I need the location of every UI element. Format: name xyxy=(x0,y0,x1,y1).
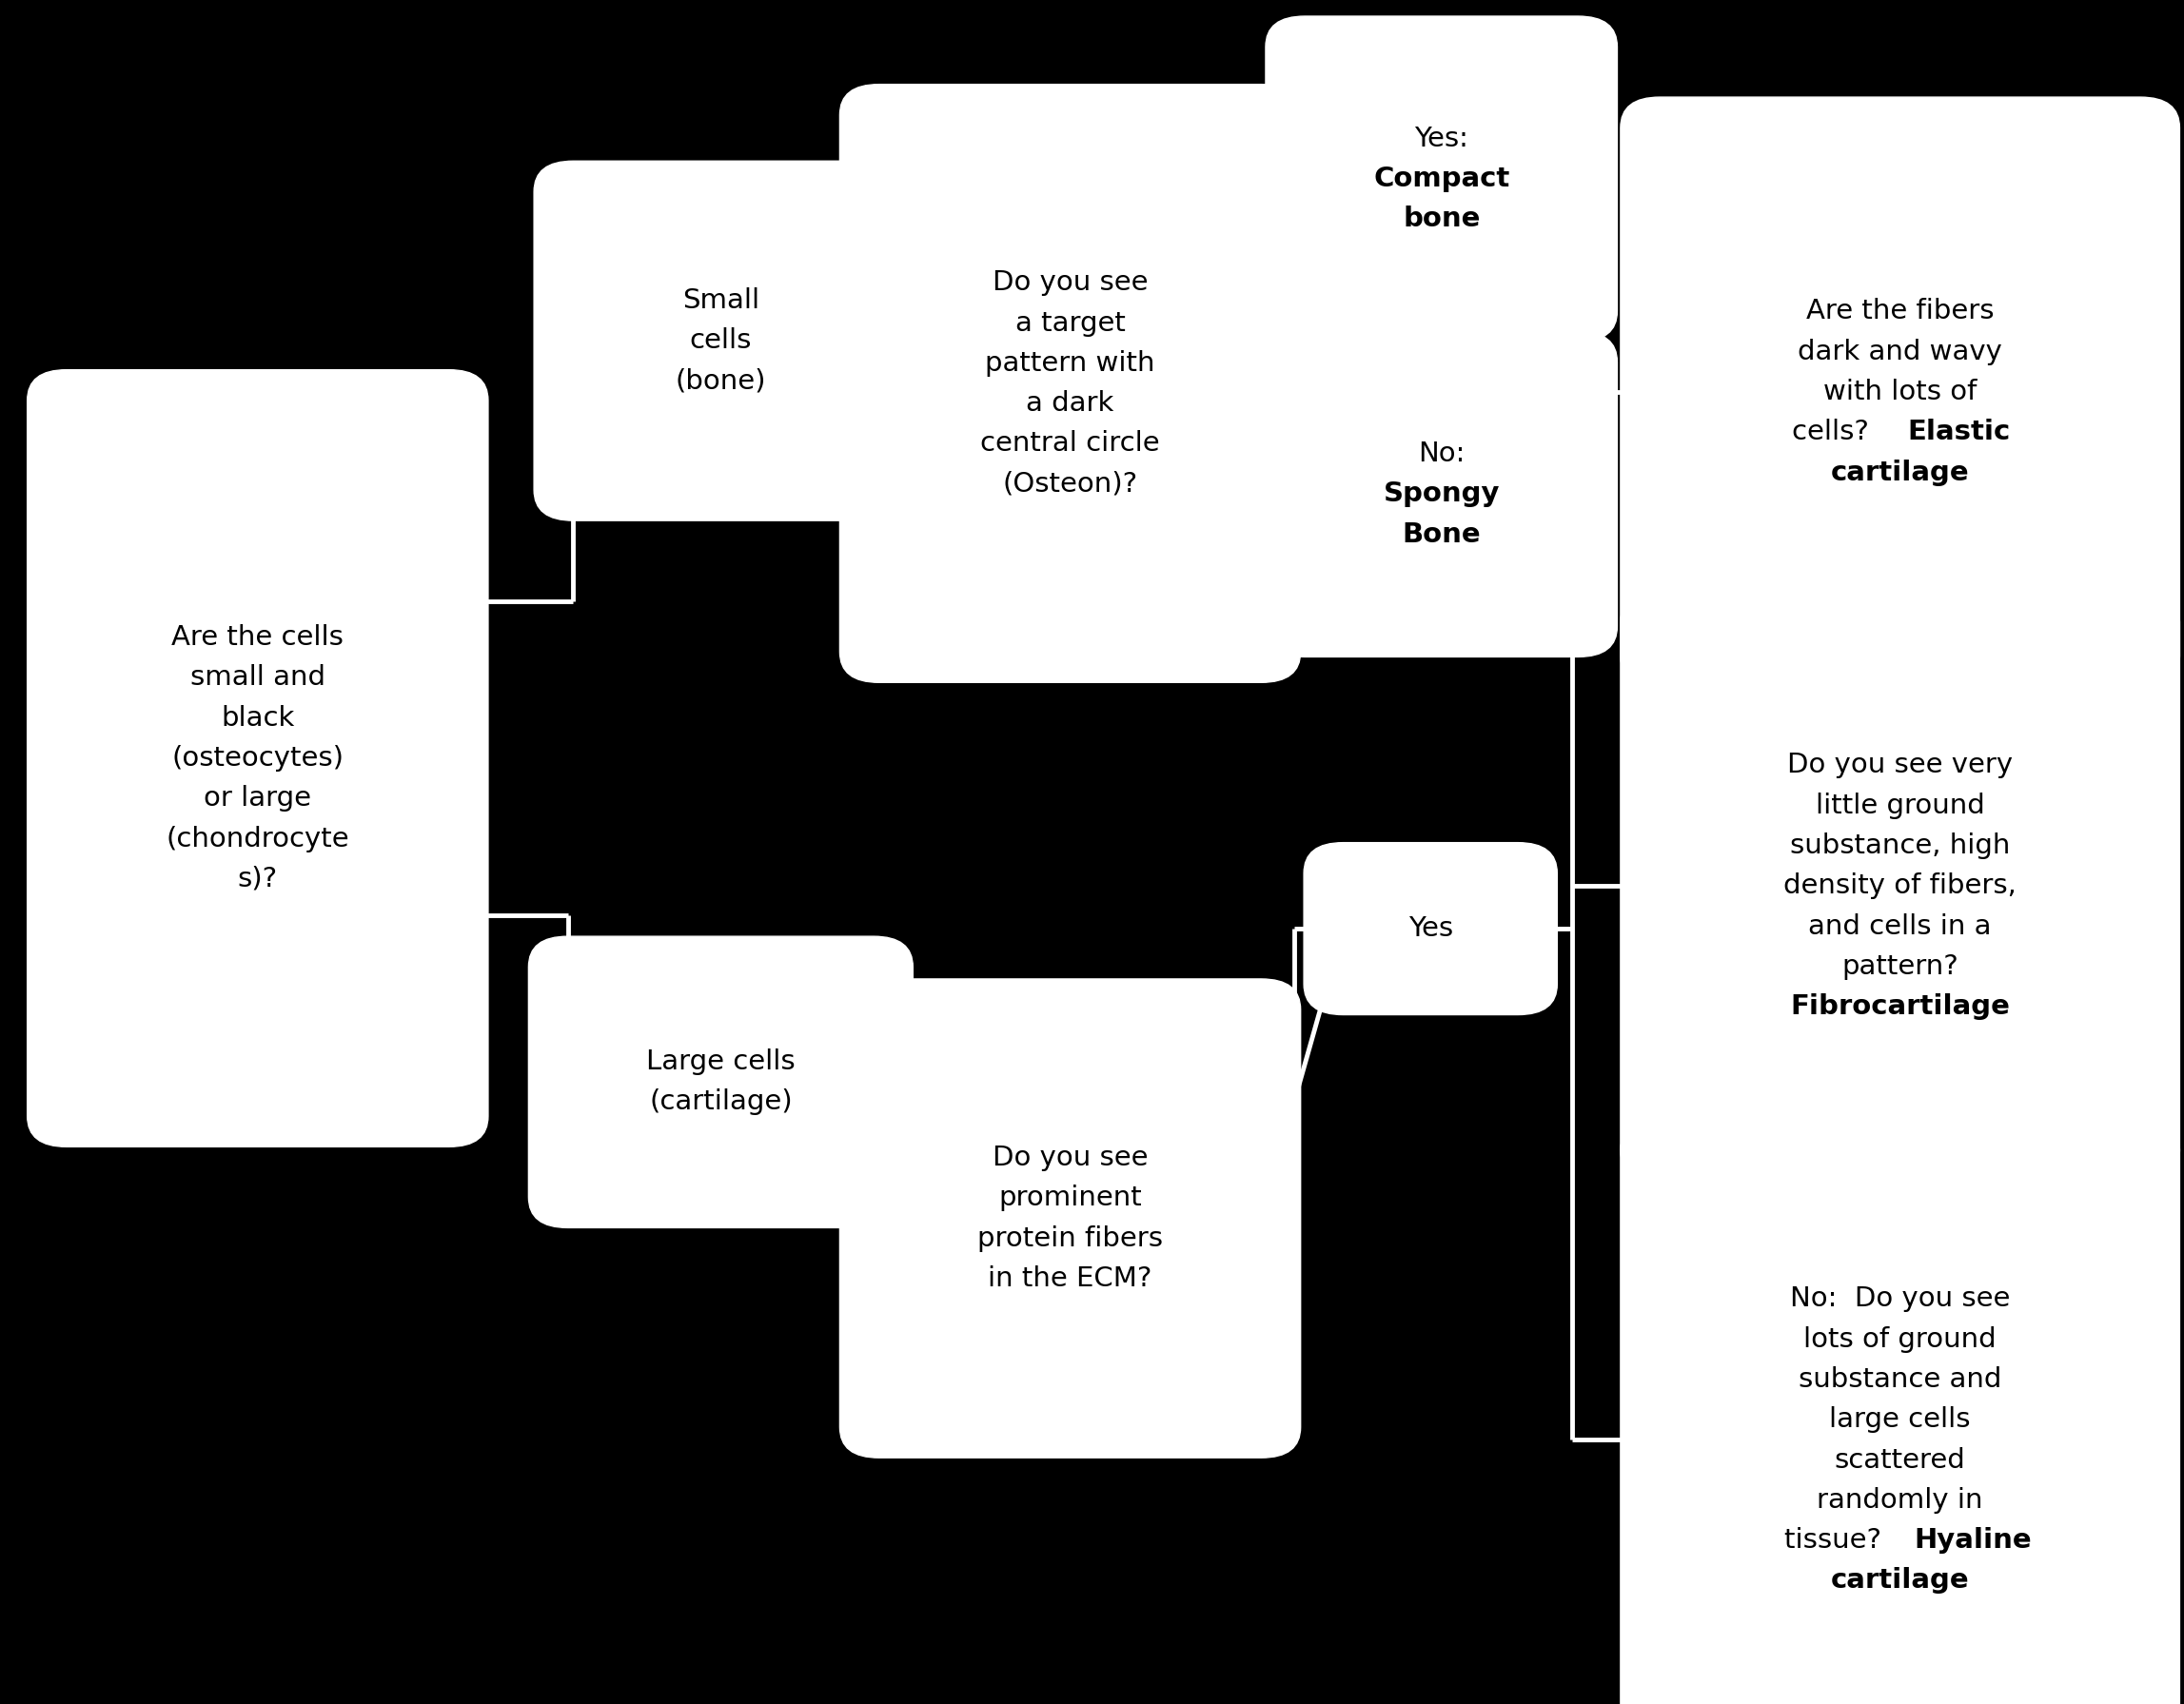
FancyBboxPatch shape xyxy=(839,83,1299,682)
Text: dark and wavy: dark and wavy xyxy=(1797,339,2003,365)
Text: Are the cells: Are the cells xyxy=(173,624,343,651)
Text: cells?: cells? xyxy=(1791,419,1887,445)
FancyBboxPatch shape xyxy=(535,162,909,521)
Text: tissue?: tissue? xyxy=(1784,1527,1900,1554)
Text: Yes: Yes xyxy=(1409,915,1452,942)
Text: bone: bone xyxy=(1402,206,1481,232)
Text: density of fibers,: density of fibers, xyxy=(1784,872,2016,900)
FancyBboxPatch shape xyxy=(1267,17,1616,341)
FancyBboxPatch shape xyxy=(1621,1120,2180,1704)
Text: pattern?: pattern? xyxy=(1841,953,1959,980)
Text: randomly in: randomly in xyxy=(1817,1488,1983,1513)
Text: small and: small and xyxy=(190,665,325,692)
Text: (chondrocyte: (chondrocyte xyxy=(166,825,349,852)
Text: No:: No: xyxy=(1417,441,1465,467)
Text: Yes:: Yes: xyxy=(1415,126,1468,152)
Text: (osteocytes): (osteocytes) xyxy=(173,745,343,772)
Text: Do you see very: Do you see very xyxy=(1787,751,2014,779)
Text: Are the fibers: Are the fibers xyxy=(1806,298,1994,325)
Text: Spongy: Spongy xyxy=(1382,481,1500,508)
Text: scattered: scattered xyxy=(1835,1447,1966,1474)
Text: and cells in a: and cells in a xyxy=(1808,913,1992,939)
FancyBboxPatch shape xyxy=(1621,591,2180,1181)
FancyBboxPatch shape xyxy=(26,370,489,1147)
Text: Hyaline: Hyaline xyxy=(1915,1527,2031,1554)
Text: Compact: Compact xyxy=(1374,165,1509,193)
Text: black: black xyxy=(221,705,295,731)
FancyBboxPatch shape xyxy=(1267,332,1616,658)
Text: cartilage: cartilage xyxy=(1830,458,1970,486)
Text: No:  Do you see: No: Do you see xyxy=(1791,1287,2009,1312)
Text: Do you see: Do you see xyxy=(992,269,1149,296)
FancyBboxPatch shape xyxy=(1304,843,1557,1016)
Text: with lots of: with lots of xyxy=(1824,378,1977,406)
Text: a target: a target xyxy=(1016,310,1125,336)
Text: (bone): (bone) xyxy=(675,368,767,394)
Text: Large cells: Large cells xyxy=(646,1048,795,1075)
Text: cells: cells xyxy=(690,327,751,354)
Text: pattern with: pattern with xyxy=(985,349,1155,377)
Text: large cells: large cells xyxy=(1830,1406,1970,1433)
Text: substance, high: substance, high xyxy=(1791,833,2009,859)
Text: Elastic: Elastic xyxy=(1907,419,2009,445)
Text: Do you see: Do you see xyxy=(992,1145,1149,1171)
Text: Small: Small xyxy=(681,288,760,314)
Text: (cartilage): (cartilage) xyxy=(649,1089,793,1116)
Text: protein fibers: protein fibers xyxy=(978,1225,1162,1252)
FancyBboxPatch shape xyxy=(839,978,1299,1459)
Text: prominent: prominent xyxy=(998,1184,1142,1212)
FancyBboxPatch shape xyxy=(529,937,913,1227)
Text: a dark: a dark xyxy=(1026,390,1114,417)
FancyBboxPatch shape xyxy=(1621,97,2180,687)
Text: s)?: s)? xyxy=(238,866,277,893)
Text: lots of ground: lots of ground xyxy=(1804,1326,1996,1353)
Text: central circle: central circle xyxy=(981,431,1160,457)
Text: Bone: Bone xyxy=(1402,521,1481,547)
Text: little ground: little ground xyxy=(1815,792,1985,820)
Text: Fibrocartilage: Fibrocartilage xyxy=(1791,993,2009,1021)
Text: or large: or large xyxy=(203,786,312,811)
Text: cartilage: cartilage xyxy=(1830,1568,1970,1593)
Text: (Osteon)?: (Osteon)? xyxy=(1002,470,1138,498)
Text: in the ECM?: in the ECM? xyxy=(987,1266,1153,1292)
Text: substance and: substance and xyxy=(1800,1367,2001,1392)
